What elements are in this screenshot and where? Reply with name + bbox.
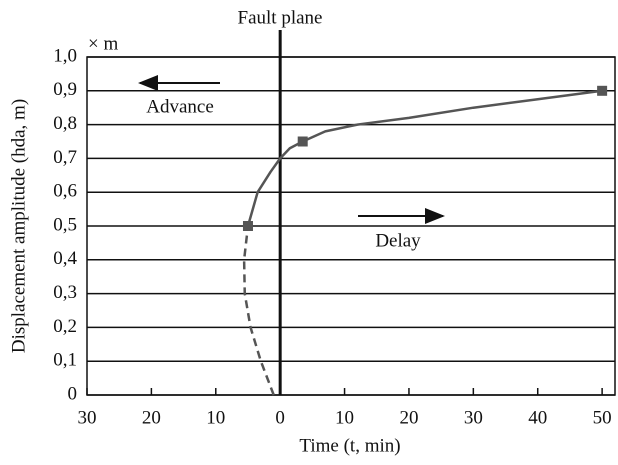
x-tick-label: 10 (206, 407, 225, 428)
x-tick-label: 10 (335, 407, 354, 428)
y-tick-label: 0,9 (53, 79, 77, 100)
y-axis-label: Displacement amplitude (hda, m) (8, 99, 29, 353)
y-tick-label: 0,6 (53, 181, 77, 202)
x-axis-label: Time (t, min) (299, 435, 400, 456)
marker (297, 136, 308, 147)
unit-note: × m (88, 33, 118, 54)
y-tick-label: 0,8 (53, 113, 77, 134)
plot-frame (86, 56, 616, 396)
x-tick-label: 30 (464, 407, 483, 428)
x-tick-label: 0 (275, 407, 285, 428)
y-tick-label: 0,3 (53, 282, 77, 303)
y-tick-label: 0,7 (53, 147, 77, 168)
y-tick-label: 1,0 (53, 45, 77, 66)
x-tick-label: 20 (399, 407, 418, 428)
y-tick-label: 0,1 (53, 350, 77, 371)
curve (242, 225, 275, 396)
advance-label: Advance (146, 96, 214, 117)
x-tick-label: 20 (142, 407, 161, 428)
y-tick-label: 0,5 (53, 214, 77, 235)
curve (246, 89, 603, 227)
y-tick-label: 0,2 (53, 316, 77, 337)
chart-title: Fault plane (238, 7, 323, 28)
delay-label: Delay (375, 230, 421, 251)
x-tick-label: 30 (78, 407, 97, 428)
marker (597, 85, 608, 96)
x-tick-label: 40 (528, 407, 547, 428)
x-tick-label: 50 (593, 407, 612, 428)
y-tick-label: 0 (68, 383, 78, 404)
y-tick-label: 0,4 (53, 248, 77, 269)
marker (242, 221, 253, 231)
